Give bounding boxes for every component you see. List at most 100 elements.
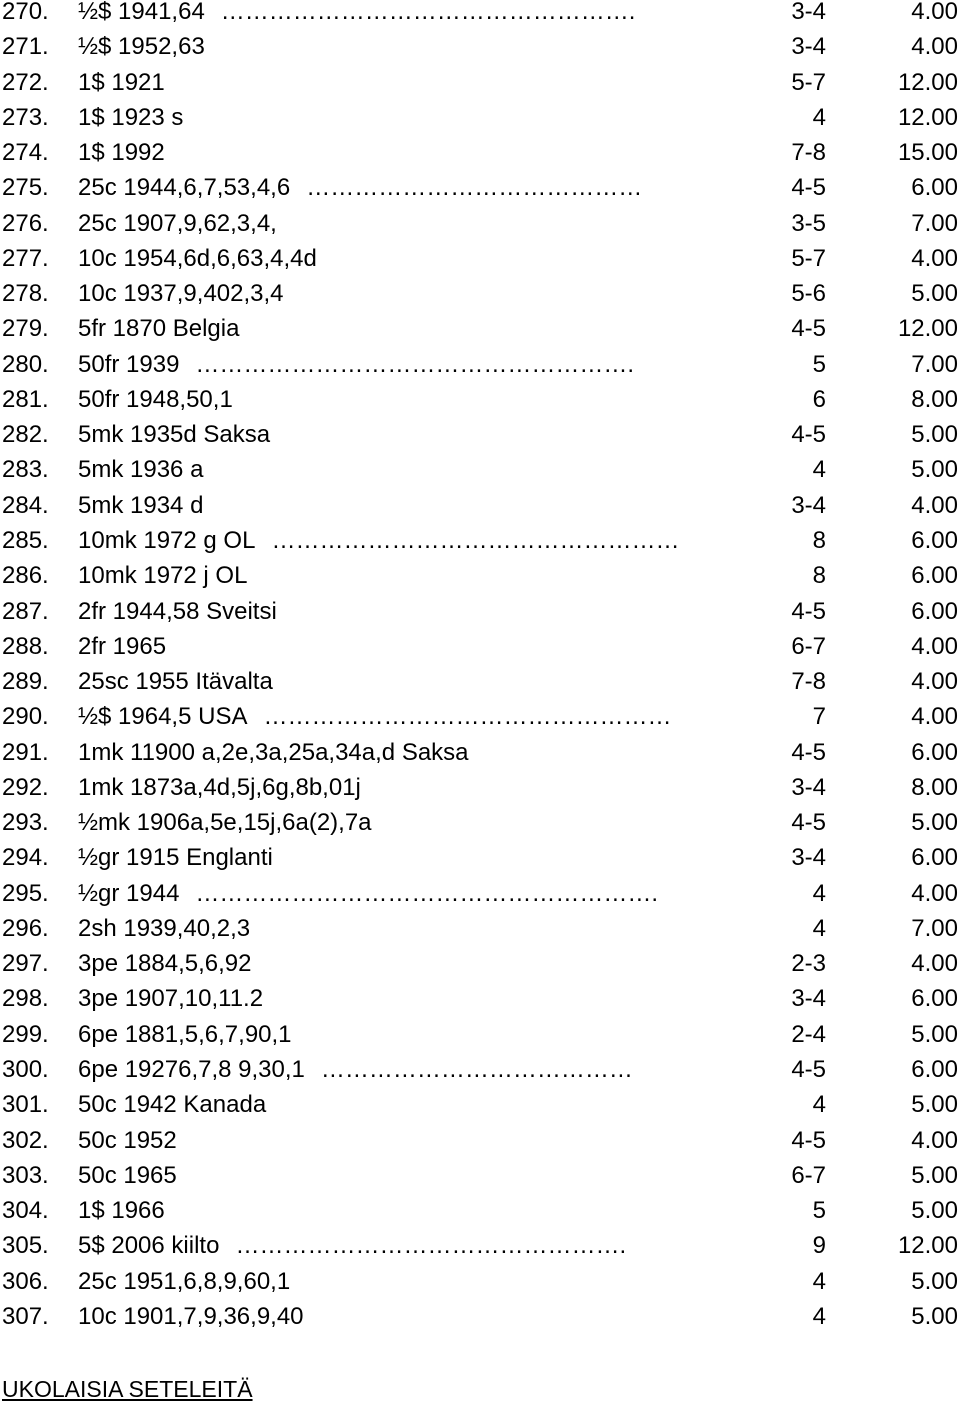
list-item: 287. 2fr 1944,58 Sveitsi 4-5 6.00 [0, 594, 960, 629]
item-price: 15.00 [897, 139, 958, 167]
item-grade: 4-5 [791, 421, 826, 449]
item-description: ½$ 1952,63 [78, 33, 205, 61]
item-grade: 3-4 [791, 0, 826, 25]
item-price: 5.00 [911, 280, 958, 308]
list-item: 303. 50c 1965 6-7 5.00 [0, 1158, 960, 1193]
item-description: 6pe 1881,5,6,7,90,1 [78, 1020, 292, 1048]
item-description-cell: 10c 1954,6d,6,63,4,4d [78, 241, 317, 276]
list-item: 286. 10mk 1972 j OL 8 6.00 [0, 558, 960, 593]
item-description-cell: 1$ 1921 [78, 65, 165, 100]
item-description-cell: 1$ 1923 s [78, 100, 183, 135]
item-grade: 5 [812, 1197, 826, 1225]
item-description: 25c 1951,6,8,9,60,1 [78, 1267, 291, 1295]
list-item: 277. 10c 1954,6d,6,63,4,4d 5-7 4.00 [0, 241, 960, 276]
item-price: 7.00 [911, 209, 958, 237]
list-item: 305. 5$ 2006 kiilto …………………………………………. 9 12.0… [0, 1228, 960, 1263]
item-description-cell: 25c 1951,6,8,9,60,1 [78, 1264, 290, 1299]
item-description-cell: ½mk 1906a,5e,15j,6a(2),7a [78, 805, 372, 840]
item-number: 302. [2, 1126, 49, 1154]
item-price: 4.00 [911, 632, 958, 660]
item-description: ½$ 1964,5 USA [78, 703, 248, 731]
item-price: 6.00 [911, 562, 958, 590]
item-description-cell: 50c 1965 [78, 1158, 177, 1193]
item-description: ½mk 1906a,5e,15j,6a(2),7a [78, 809, 372, 837]
item-number: 293. [2, 809, 49, 837]
item-price: 6.00 [911, 597, 958, 625]
item-description-cell: 10mk 1972 j OL [78, 558, 247, 593]
item-number: 306. [2, 1267, 49, 1295]
item-grade: 8 [812, 526, 826, 554]
item-price: 5.00 [911, 456, 958, 484]
item-description-cell: 5mk 1934 d [78, 488, 203, 523]
item-description-cell: 25c 1907,9,62,3,4, [78, 206, 277, 241]
item-price: 4.00 [911, 0, 958, 25]
item-grade: 3-4 [791, 773, 826, 801]
item-description-cell: 1mk 1873a,4d,5j,6g,8b,01j [78, 770, 361, 805]
item-grade: 9 [812, 1232, 826, 1260]
item-grade: 7 [812, 703, 826, 731]
coin-price-list: 270. ½$ 1941,64……………………………………………. 3-4 4.00 2… [0, 0, 960, 1330]
item-price: 6.00 [911, 738, 958, 766]
item-price: 12.00 [897, 1232, 958, 1260]
item-description-cell: 50c 1952 [78, 1123, 177, 1158]
item-description: 2sh 1939,40,2,3 [78, 914, 251, 942]
list-item: 274. 1$ 1992 7-8 15.00 [0, 135, 960, 170]
list-item: 294. ½gr 1915 Englanti 3-4 6.00 [0, 840, 960, 875]
item-description: 5fr 1870 Belgia [78, 315, 240, 343]
item-description: 10mk 1972 g OL [78, 526, 256, 554]
item-description-cell: ½$ 1941,64 ……………………………………………. [78, 0, 635, 29]
item-grade: 5-6 [791, 280, 826, 308]
item-grade: 2-4 [791, 1020, 826, 1048]
dot-leader: ………………………………………………. [195, 350, 635, 378]
item-price: 5.00 [911, 1161, 958, 1189]
item-number: 276. [2, 209, 49, 237]
item-number: 291. [2, 738, 49, 766]
item-grade: 5-7 [791, 68, 826, 96]
list-item: 289. 25sc 1955 Itävalta 7-8 4.00 [0, 664, 960, 699]
item-description: 25c 1944,6,7,53,4,6 [78, 174, 291, 202]
item-description-cell: 5mk 1935d Saksa [78, 417, 270, 452]
item-number: 304. [2, 1197, 49, 1225]
list-item: 283. 5mk 1936 a 4 5.00 [0, 452, 960, 487]
item-number: 287. [2, 597, 49, 625]
list-item: 278. 10c 1937,9,402,3,4 5-6 5.00 [0, 276, 960, 311]
item-description-cell: 6pe 1881,5,6,7,90,1 [78, 1017, 292, 1052]
item-grade: 3-4 [791, 491, 826, 519]
item-description: 10c 1937,9,402,3,4 [78, 280, 284, 308]
item-number: 275. [2, 174, 49, 202]
item-grade: 4-5 [791, 1055, 826, 1083]
item-grade: 4 [812, 1267, 826, 1295]
item-price: 4.00 [911, 491, 958, 519]
item-description-cell: 50c 1942 Kanada [78, 1087, 266, 1122]
item-description: 50c 1965 [78, 1161, 177, 1189]
item-price: 5.00 [911, 1197, 958, 1225]
item-number: 290. [2, 703, 49, 731]
list-item: 273. 1$ 1923 s 4 12.00 [0, 100, 960, 135]
item-price: 12.00 [897, 103, 958, 131]
item-description: 5mk 1936 a [78, 456, 204, 484]
dot-leader: …………………………………………. [235, 1232, 627, 1260]
list-item: 298. 3pe 1907,10,11.2 3-4 6.00 [0, 981, 960, 1016]
item-description: 2fr 1965 [78, 632, 167, 660]
item-number: 281. [2, 385, 49, 413]
item-price: 4.00 [911, 950, 958, 978]
item-price: 5.00 [911, 1091, 958, 1119]
item-grade: 4 [812, 914, 826, 942]
item-grade: 7-8 [791, 668, 826, 696]
item-description-cell: ½gr 1944 …………………………………………………. [78, 876, 658, 911]
item-description: 10mk 1972 j OL [78, 562, 248, 590]
item-description: 50fr 1939 [78, 350, 180, 378]
item-price: 6.00 [911, 985, 958, 1013]
item-grade: 4-5 [791, 315, 826, 343]
list-item: 271. ½$ 1952,63 3-4 4.00 [0, 29, 960, 64]
item-description: 5mk 1934 d [78, 491, 204, 519]
dot-leader: …………………………………………… [263, 703, 672, 731]
item-description-cell: 1mk 11900 a,2e,3a,25a,34a,d Saksa [78, 735, 469, 770]
item-description-cell: ½gr 1915 Englanti [78, 840, 273, 875]
item-grade: 7-8 [791, 139, 826, 167]
item-price: 8.00 [911, 385, 958, 413]
item-price: 5.00 [911, 1267, 958, 1295]
list-item: 275. 25c 1944,6,7,53,4,6 …………………………………… 4-5… [0, 170, 960, 205]
item-number: 297. [2, 950, 49, 978]
item-grade: 4-5 [791, 738, 826, 766]
